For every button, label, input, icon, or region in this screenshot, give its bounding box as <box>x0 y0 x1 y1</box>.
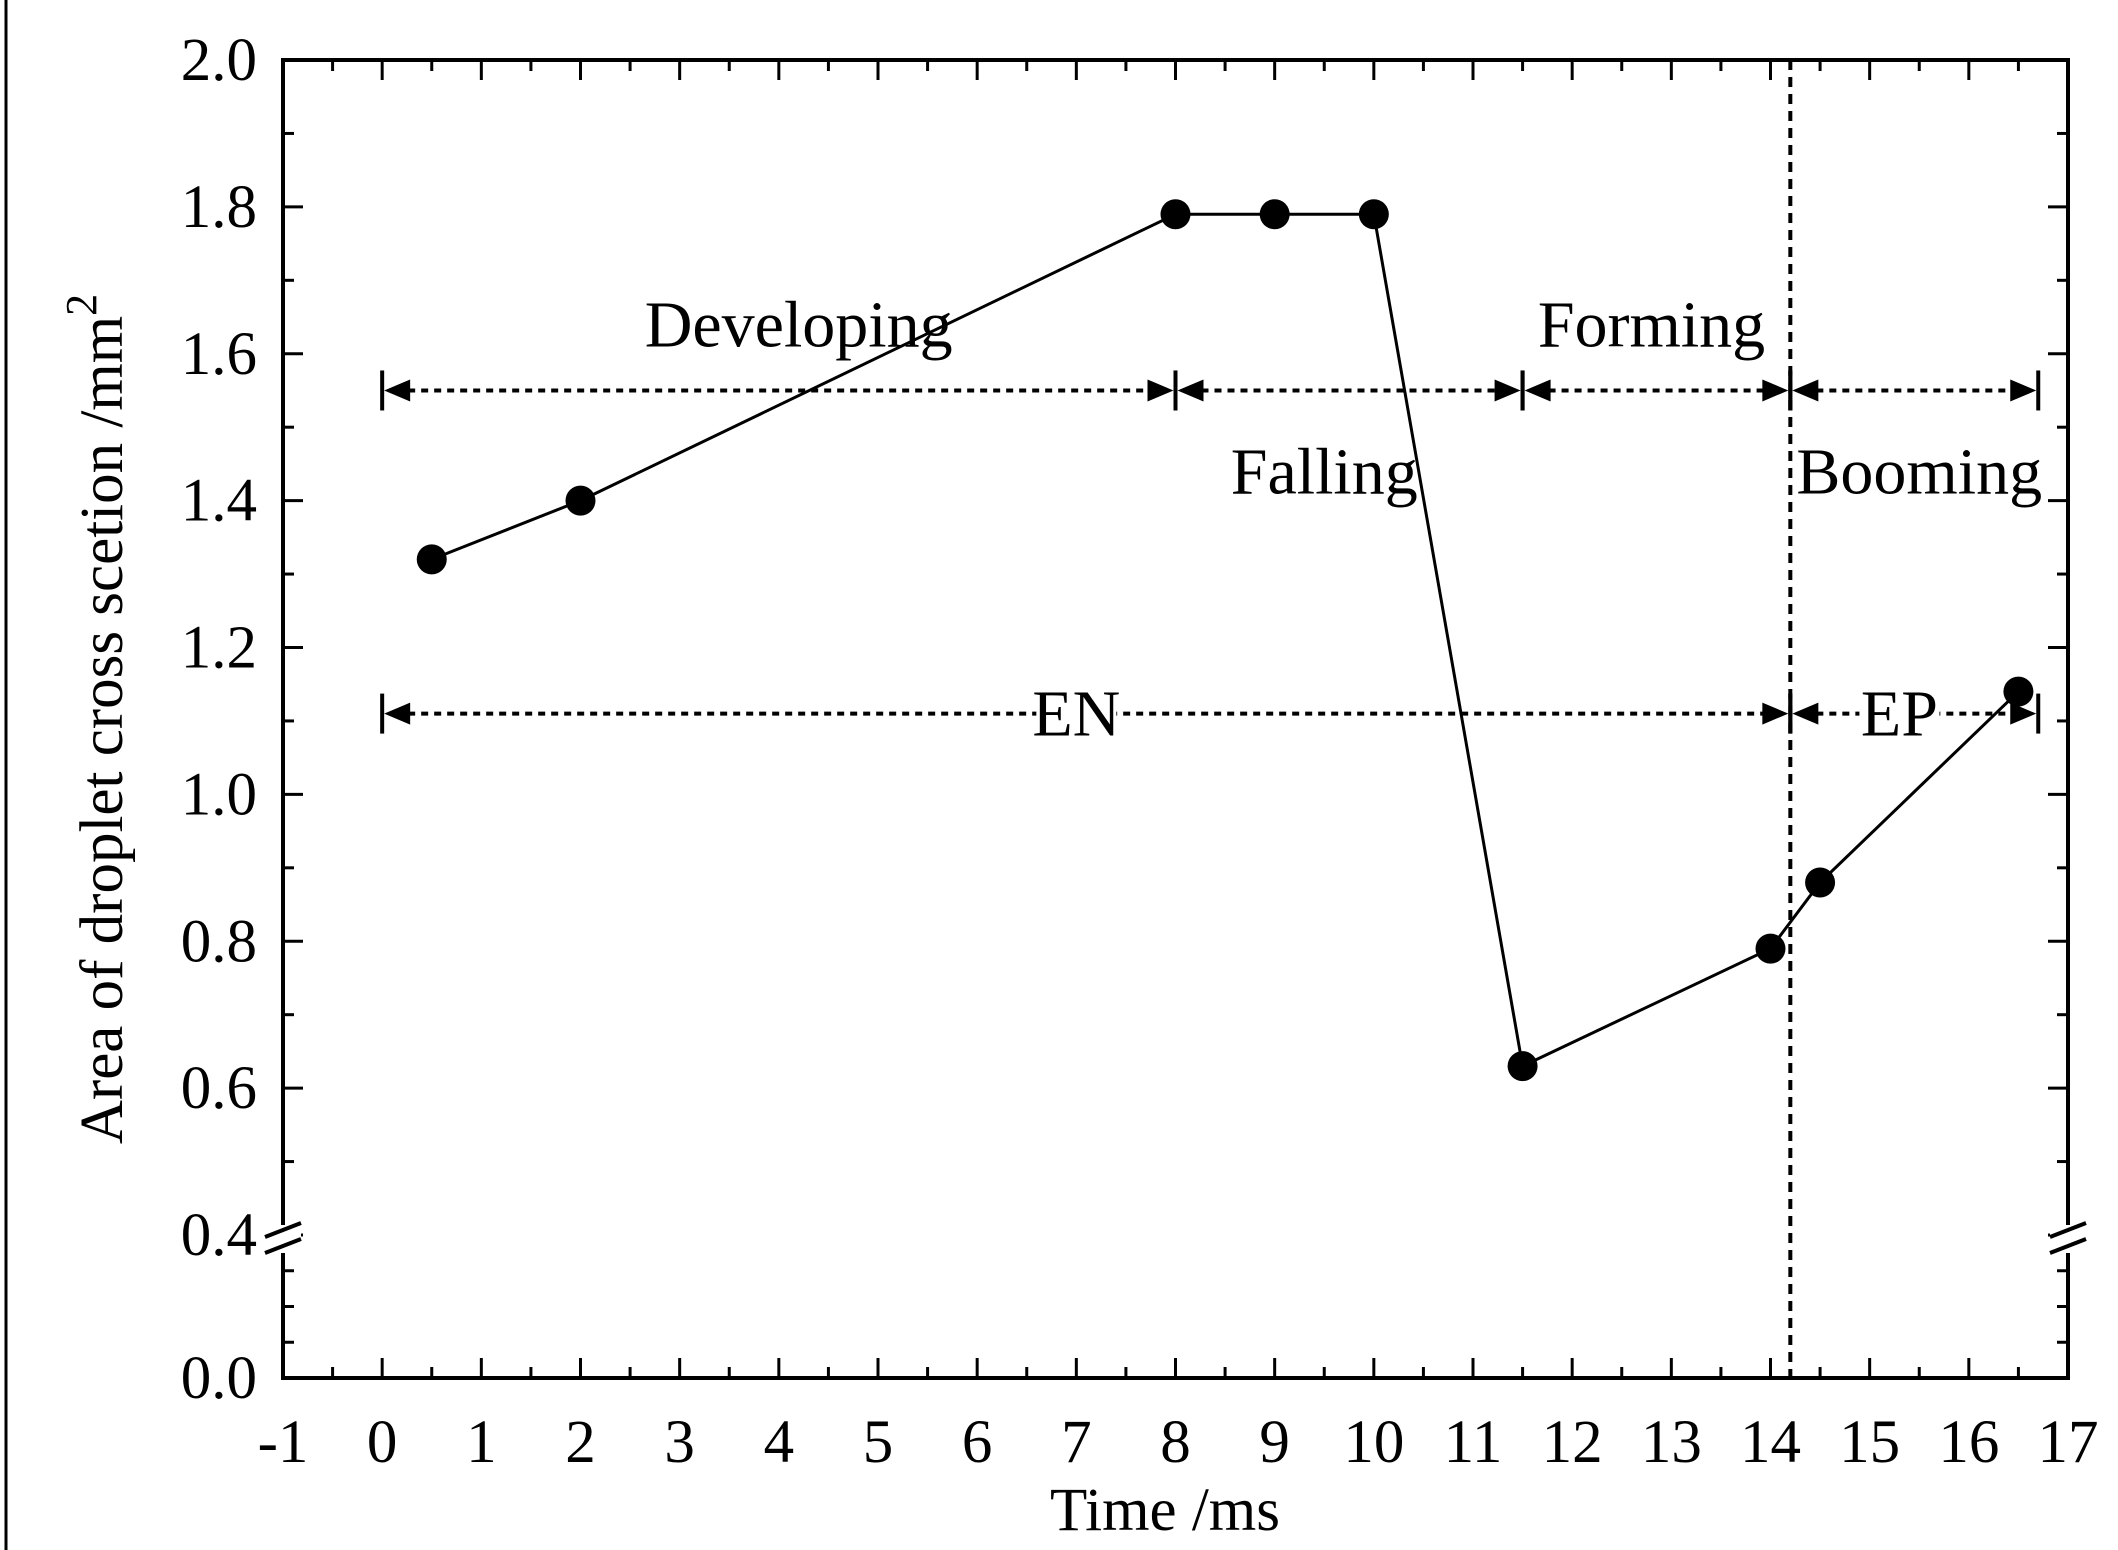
axis-ticks <box>281 58 2070 1380</box>
data-series <box>416 199 2034 1082</box>
x-tick-label: 6 <box>962 1409 993 1476</box>
data-point <box>565 485 596 516</box>
phase-label: Falling <box>1231 435 1418 508</box>
arrow-head <box>1792 702 1819 725</box>
axis-break-mark <box>2049 1237 2087 1255</box>
axis-break-mark <box>264 1221 302 1239</box>
x-axis-title: Time /ms <box>1050 1477 1280 1544</box>
y-tick-labels: 0.0 0.4 0.6 0.8 1.0 1.2 1.4 1.6 1.8 2.0 <box>181 27 257 1412</box>
phase-label: Booming <box>1796 435 2042 508</box>
arrow-head <box>1792 379 1819 402</box>
x-tick-label: 16 <box>1938 1409 1999 1476</box>
label-mask <box>1859 679 1940 742</box>
data-point <box>416 544 447 575</box>
phase-interval: EN <box>380 678 1793 751</box>
x-tick-label: 14 <box>1740 1409 1801 1476</box>
arrow-head <box>384 379 411 402</box>
axis-breaks <box>264 1221 2087 1255</box>
y-axis-title: Area of droplet cross scetion /mm2 <box>57 294 136 1144</box>
arrow-head <box>1762 702 1789 725</box>
phase-interval: Falling <box>1173 370 1525 508</box>
x-tick-label: 13 <box>1641 1409 1702 1476</box>
y-tick-label: 1.0 <box>181 761 257 828</box>
data-point <box>2003 676 2034 707</box>
phase-interval: EP <box>1788 678 2041 751</box>
phase-interval: Booming <box>1788 370 2042 508</box>
data-point <box>1805 867 1836 898</box>
data-point <box>1507 1051 1538 1082</box>
y-tick-label: 1.6 <box>181 321 257 388</box>
arrow-head <box>2010 702 2037 725</box>
x-tick-label: 1 <box>466 1409 497 1476</box>
x-tick-label: 10 <box>1343 1409 1404 1476</box>
arrow-head <box>1524 379 1551 402</box>
y-tick-label: 1.8 <box>181 174 257 241</box>
y-tick-label: 0.6 <box>181 1055 257 1122</box>
x-tick-label: -1 <box>258 1409 309 1476</box>
data-point <box>1259 199 1290 230</box>
data-point <box>1358 199 1389 230</box>
data-point <box>1160 199 1191 230</box>
y-tick-label: 1.2 <box>181 615 257 682</box>
phase-label: EN <box>1032 678 1120 751</box>
arrow-head <box>1177 379 1204 402</box>
x-tick-label: 7 <box>1061 1409 1092 1476</box>
axis-break-mark <box>2049 1221 2087 1239</box>
phase-label: Developing <box>645 288 953 361</box>
phase-label: Forming <box>1538 288 1765 361</box>
x-tick-label: 4 <box>764 1409 795 1476</box>
y-tick-label: 1.4 <box>181 468 257 535</box>
x-tick-label: 0 <box>367 1409 398 1476</box>
y-axis-title-superscript: 2 <box>57 294 106 316</box>
x-tick-label: 15 <box>1839 1409 1900 1476</box>
x-tick-labels: -1 0 1 2 3 4 5 6 7 8 9 10 11 12 13 14 15 16 17 <box>258 1409 2099 1476</box>
y-tick-label: 0.4 <box>181 1202 257 1269</box>
y-axis-title-main: Area of droplet cross scetion /mm <box>69 316 136 1144</box>
arrow-head <box>1494 379 1521 402</box>
x-tick-label: 2 <box>565 1409 596 1476</box>
arrow-head <box>2010 379 2037 402</box>
axis-break-mark <box>264 1237 302 1255</box>
y-tick-label: 0.8 <box>181 908 257 975</box>
y-tick-label: 0.0 <box>181 1345 257 1412</box>
x-tick-label: 9 <box>1259 1409 1290 1476</box>
x-tick-label: 11 <box>1444 1409 1503 1476</box>
phase-intervals: Developing Falling Forming Booming EN EP <box>380 288 2042 751</box>
data-point <box>1755 933 1786 964</box>
plot-frame <box>281 58 2070 1380</box>
phase-interval: Developing <box>380 288 1178 411</box>
phase-label: EP <box>1861 678 1938 751</box>
label-mask <box>1036 679 1117 742</box>
x-tick-label: 8 <box>1160 1409 1191 1476</box>
x-tick-label: 5 <box>863 1409 894 1476</box>
y-tick-label: 2.0 <box>181 27 257 94</box>
x-tick-label: 17 <box>2038 1409 2099 1476</box>
arrow-head <box>384 702 411 725</box>
phase-interval: Forming <box>1520 288 1793 411</box>
x-tick-label: 12 <box>1542 1409 1603 1476</box>
arrow-head <box>1762 379 1789 402</box>
x-tick-label: 3 <box>664 1409 695 1476</box>
arrow-head <box>1147 379 1174 402</box>
